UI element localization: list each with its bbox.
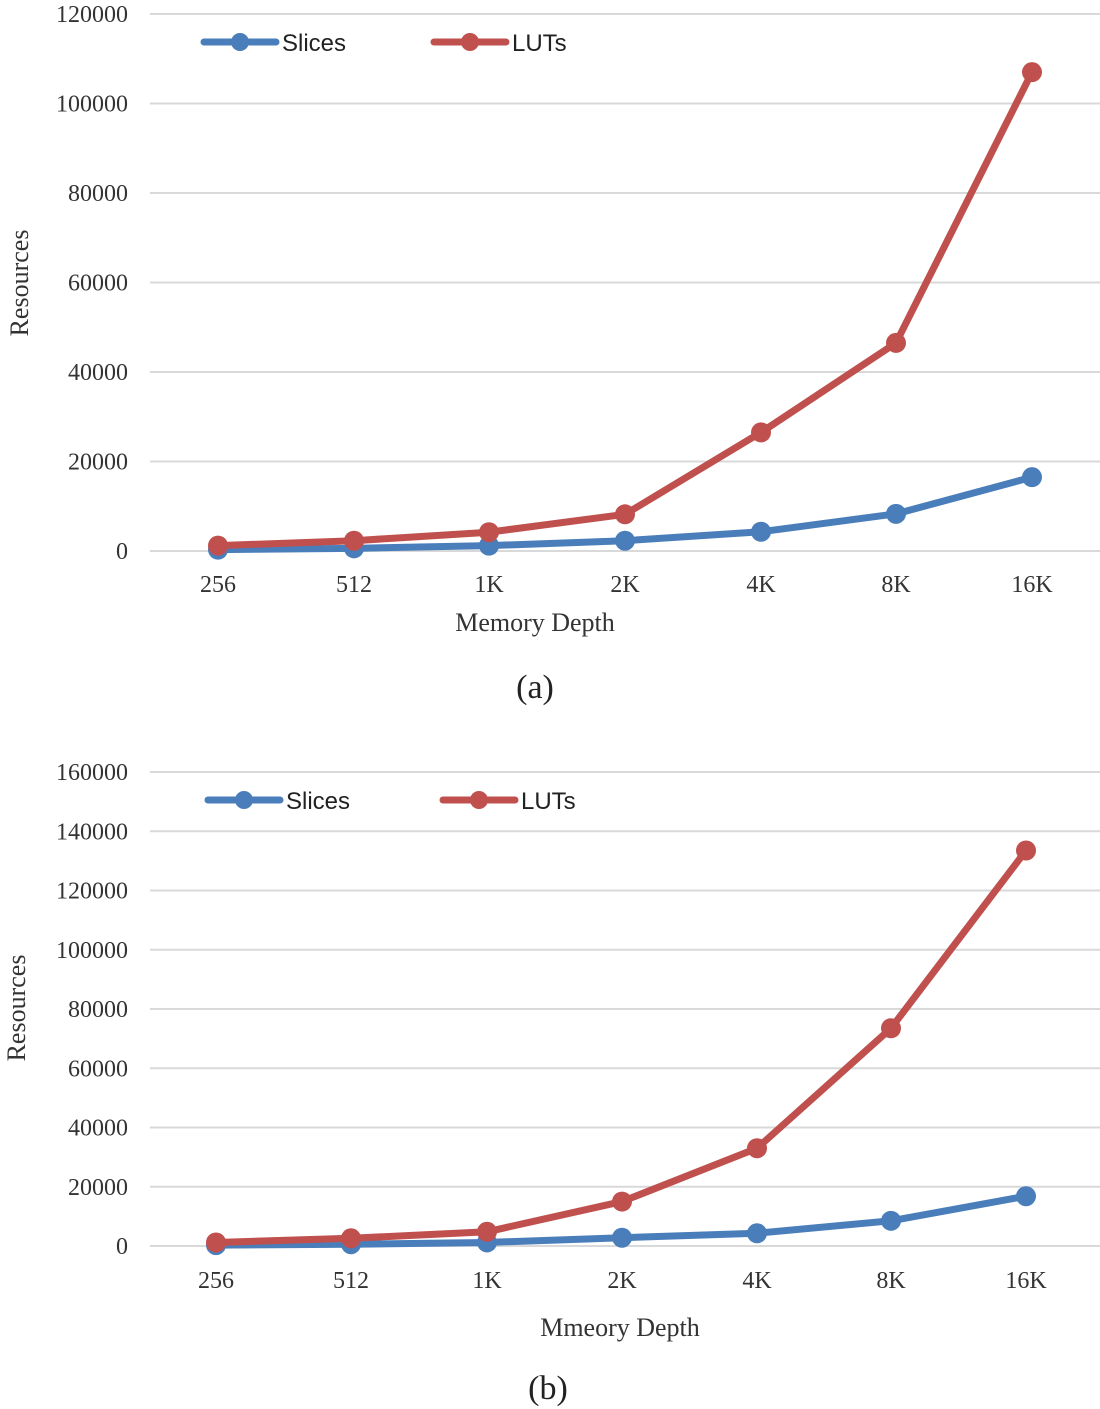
data-point-luts [886, 332, 906, 353]
y-axis-title: Resources [2, 955, 31, 1062]
data-point-luts [479, 522, 499, 543]
y-tick-label: 40000 [68, 360, 128, 386]
legend-marker-slices [231, 33, 249, 51]
x-tick-label: 16K [1005, 1268, 1047, 1294]
data-point-slices [612, 1227, 632, 1248]
y-tick-label: 40000 [68, 1116, 128, 1142]
x-tick-label: 8K [881, 572, 911, 598]
y-tick-label: 0 [116, 1234, 128, 1260]
data-point-luts [615, 504, 635, 525]
y-tick-label: 60000 [68, 271, 128, 297]
figure-caption: (a) [516, 669, 554, 706]
x-tick-label: 256 [198, 1268, 234, 1294]
x-tick-label: 2K [610, 572, 640, 598]
x-tick-label: 4K [746, 572, 776, 598]
data-point-slices [1022, 467, 1042, 488]
chart-b: 0 20000 40000 60000 80000 100000 120000 140000 1… [2, 760, 1100, 1407]
y-tick-label: 140000 [56, 819, 128, 845]
y-tick-label: 20000 [68, 450, 128, 476]
data-point-slices [881, 1210, 901, 1231]
legend-label-slices: Slices [286, 788, 350, 815]
series-line-luts [214, 68, 1036, 550]
y-tick-label: 60000 [68, 1056, 128, 1082]
y-tick-label: 120000 [56, 2, 128, 28]
data-point-luts [344, 530, 364, 551]
data-point-luts [747, 1138, 767, 1159]
x-tick-label: 512 [333, 1268, 369, 1294]
legend-marker-slices [235, 791, 253, 809]
y-axis-title: Resources [5, 230, 34, 337]
y-tick-label: 120000 [56, 879, 128, 905]
x-tick-label: 2K [607, 1268, 637, 1294]
data-point-luts [1022, 62, 1042, 83]
y-tick-label: 20000 [68, 1175, 128, 1201]
chart-a: 0 20000 40000 60000 80000 100000 120000 256 512 1… [5, 2, 1100, 706]
x-axis-title: Mmeory Depth [540, 1313, 700, 1342]
data-point-luts [751, 422, 771, 443]
y-tick-label: 0 [116, 539, 128, 565]
y-tick-label: 160000 [56, 760, 128, 786]
data-point-slices [747, 1223, 767, 1244]
legend-label-luts: LUTs [521, 788, 576, 815]
data-point-slices [1016, 1186, 1036, 1207]
data-point-luts [881, 1018, 901, 1039]
y-tick-label: 80000 [68, 181, 128, 207]
legend-label-luts: LUTs [512, 30, 567, 57]
x-tick-label: 8K [876, 1268, 906, 1294]
data-point-luts [612, 1191, 632, 1212]
legend-label-slices: Slices [282, 30, 346, 57]
x-tick-label: 512 [336, 572, 372, 598]
data-point-luts [341, 1228, 361, 1249]
x-axis-title: Memory Depth [455, 608, 615, 637]
x-tick-label: 16K [1011, 572, 1053, 598]
series-line-luts [212, 847, 1030, 1246]
data-point-slices [751, 521, 771, 542]
data-point-slices [886, 503, 906, 524]
data-point-slices [615, 530, 635, 551]
y-tick-label: 100000 [56, 92, 128, 118]
legend-marker-luts [461, 33, 479, 51]
y-tick-label: 100000 [56, 938, 128, 964]
figure-caption: (b) [528, 1370, 568, 1407]
x-tick-label: 1K [474, 572, 504, 598]
data-point-luts [477, 1221, 497, 1242]
data-point-luts [1016, 840, 1036, 861]
x-tick-label: 1K [472, 1268, 502, 1294]
y-tick-label: 80000 [68, 997, 128, 1023]
data-point-luts [206, 1232, 226, 1253]
x-tick-label: 256 [200, 572, 236, 598]
data-point-luts [208, 535, 228, 556]
x-tick-label: 4K [742, 1268, 772, 1294]
legend-marker-luts [470, 791, 488, 809]
